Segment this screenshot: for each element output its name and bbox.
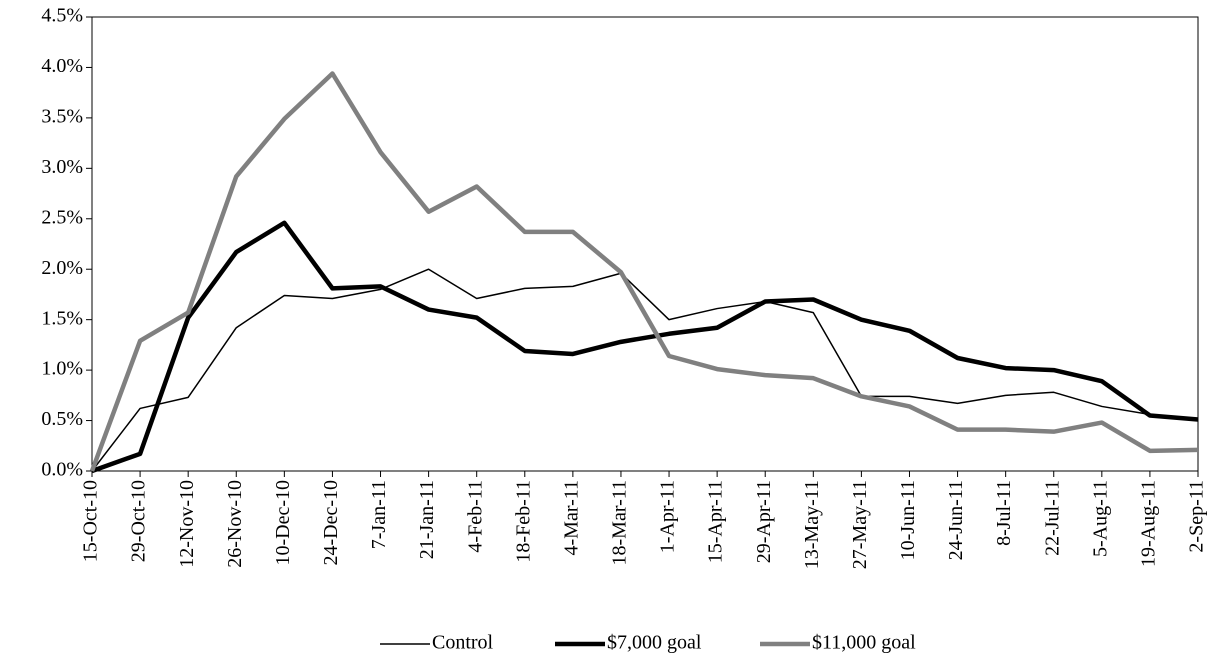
x-tick-label: 8-Jul-11 [993,480,1015,546]
y-tick-label: 4.5% [41,5,83,27]
x-tick-label: 18-Mar-11 [609,480,631,566]
x-tick-label: 1-Apr-11 [657,480,679,553]
legend-label: $7,000 goal [607,632,702,654]
x-tick-label: 29-Oct-10 [128,480,150,562]
y-tick-label: 2.0% [41,257,83,279]
x-tick-label: 27-May-11 [849,480,871,569]
x-tick-label: 10-Dec-10 [272,480,294,566]
plot-area [91,16,1199,472]
series-line [89,71,1199,472]
x-tick-label: 4-Mar-11 [560,480,582,556]
y-tick-label: 3.5% [41,105,83,127]
x-tick-label: 2-Sep-11 [1186,480,1208,553]
x-tick-label: 13-May-11 [801,480,823,569]
x-tick-label: 21-Jan-11 [416,480,438,559]
y-tick-label: 2.5% [41,206,83,228]
y-tick-label: 1.5% [41,307,83,329]
x-tick-label: 18-Feb-11 [512,480,534,563]
x-tick-label: 26-Nov-10 [224,480,246,568]
x-tick-label: 29-Apr-11 [753,480,775,563]
x-tick-label: 15-Apr-11 [705,480,727,563]
y-tick-label: 4.0% [41,55,83,77]
legend-label: $11,000 goal [812,632,916,654]
x-tick-label: 7-Jan-11 [368,480,390,549]
series-line [91,268,1199,472]
legend-label: Control [432,632,494,654]
series-line [91,220,1199,474]
x-tick-label: 5-Aug-11 [1089,480,1111,557]
y-tick-label: 3.0% [41,156,83,178]
x-tick-label: 12-Nov-10 [176,480,198,568]
x-tick-label: 15-Oct-10 [80,480,102,562]
y-tick-label: 1.0% [41,358,83,380]
x-tick-label: 10-Jun-11 [897,480,919,560]
x-tick-label: 4-Feb-11 [464,480,486,553]
y-tick-label: 0.5% [41,408,83,430]
y-tick-label: 0.0% [41,459,83,481]
x-tick-label: 19-Aug-11 [1138,480,1160,567]
x-tick-label: 24-Dec-10 [320,480,342,566]
x-tick-label: 24-Jun-11 [945,480,967,560]
x-tick-label: 22-Jul-11 [1041,480,1063,556]
